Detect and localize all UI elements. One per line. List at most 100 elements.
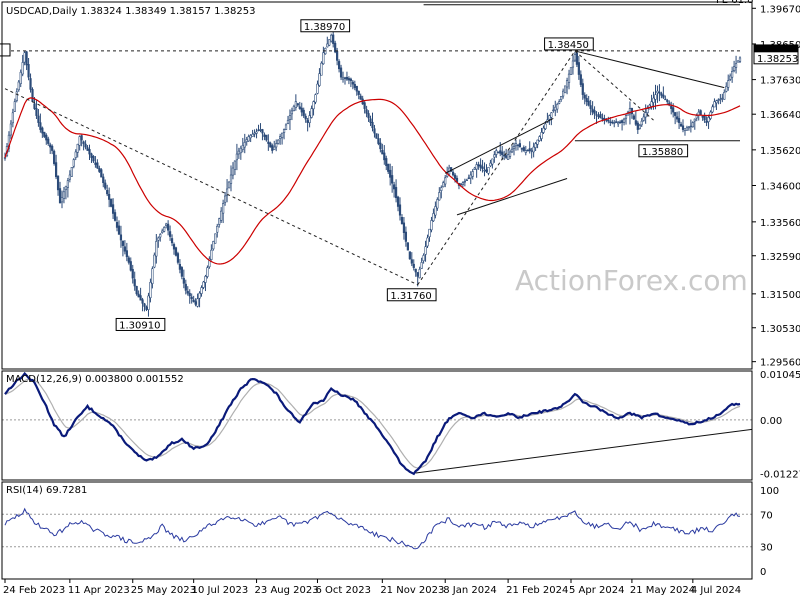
candle-body [373, 128, 376, 134]
candle-body [619, 121, 622, 124]
candle-body [62, 191, 66, 199]
candle-body [123, 246, 126, 252]
candle-body [322, 52, 325, 65]
candle-body [180, 267, 183, 277]
candle-body [577, 62, 580, 75]
candle-body [595, 114, 598, 116]
candle-body [440, 187, 443, 191]
candle-body [501, 151, 504, 156]
price-tick-label: 1.33560 [760, 218, 800, 229]
candle-body [530, 150, 533, 152]
candle-body [729, 75, 732, 80]
candle-body [74, 151, 77, 158]
candle-body [628, 108, 632, 115]
candle-body [168, 231, 172, 237]
candle-body [11, 112, 14, 124]
candle-body [68, 174, 71, 180]
candle-body [51, 145, 54, 151]
candle-body [188, 292, 191, 297]
candle-body [153, 254, 156, 268]
candle-body [21, 62, 24, 75]
candle-body [174, 247, 178, 256]
candle-body [617, 122, 620, 125]
candle-body [330, 34, 333, 42]
price-annotation-label: 1.38450 [548, 40, 589, 51]
candle-body [453, 174, 457, 179]
moving-average-line [4, 97, 741, 265]
candle-body [711, 106, 714, 113]
candle-body [113, 212, 117, 221]
candle-body [261, 129, 264, 134]
price-trendline [574, 50, 725, 89]
candle-body [426, 237, 429, 247]
candle-body [45, 134, 48, 141]
candle-body [157, 237, 160, 241]
candle-body [326, 43, 329, 48]
candle-body [27, 64, 30, 78]
candle-body [375, 133, 378, 139]
candle-body [611, 121, 614, 124]
candle-body [127, 257, 130, 263]
candle-body [424, 246, 427, 255]
date-tick-label: 21 Nov 2023 [380, 585, 444, 596]
candle-body [70, 167, 73, 177]
candle-body [601, 117, 604, 120]
candle-body [84, 143, 87, 148]
rsi-panel: 100 70 30 0 RSI(14) 69.7281 [1, 481, 779, 580]
candle-body [734, 63, 738, 68]
candle-body [562, 90, 565, 97]
candle-body [371, 121, 374, 129]
candle-body [526, 149, 529, 152]
candle-body [245, 139, 248, 142]
candle-body [585, 98, 588, 102]
price-trendline [4, 88, 418, 286]
candle-body [308, 115, 311, 123]
candle-body [94, 162, 97, 165]
candle-body [294, 101, 297, 108]
candle-body [593, 110, 596, 114]
candle-body [66, 180, 69, 188]
candle-body [428, 228, 431, 238]
candle-body [139, 295, 142, 301]
candle-body [507, 154, 510, 160]
candle-body [469, 174, 472, 179]
candle-body [599, 113, 602, 118]
date-tick-label: 8 Jan 2024 [443, 585, 497, 596]
candle-body [341, 77, 345, 80]
candle-body [110, 198, 113, 207]
candle-body [106, 190, 109, 195]
candle-body [82, 141, 85, 144]
candle-body [363, 102, 366, 109]
candle-body [674, 112, 677, 116]
candle-body [483, 169, 486, 172]
candle-body [636, 122, 639, 130]
candle-body [556, 104, 559, 110]
candle-body [434, 206, 437, 216]
fibonacci-label: FE 61.8 [716, 0, 754, 6]
price-tick-label: 1.36640 [760, 110, 800, 121]
candle-body [396, 196, 400, 207]
candle-body [699, 110, 702, 116]
candle-body [465, 179, 468, 182]
candle-body [225, 188, 229, 196]
macd-tick-label: 0.010457 [760, 370, 800, 381]
price-marker-label: 1.38253 [757, 54, 798, 65]
candle-body [383, 152, 386, 161]
candle-body [212, 241, 215, 250]
candle-body [39, 122, 42, 130]
candle-body [646, 108, 649, 113]
candle-body [88, 149, 91, 155]
candle-body [349, 78, 352, 81]
rsi-tick-label: 70 [760, 510, 773, 521]
price-annotation-box [638, 144, 689, 158]
candle-body [72, 159, 75, 167]
candle-body [135, 286, 138, 295]
candle-body [666, 100, 669, 102]
candle-body [719, 98, 722, 101]
candle-body [23, 52, 26, 63]
candle-body [37, 115, 40, 123]
candle-body [442, 182, 445, 188]
candle-body [343, 77, 347, 79]
candle-body [503, 154, 506, 157]
rsi-tick-label: 0 [760, 567, 766, 578]
